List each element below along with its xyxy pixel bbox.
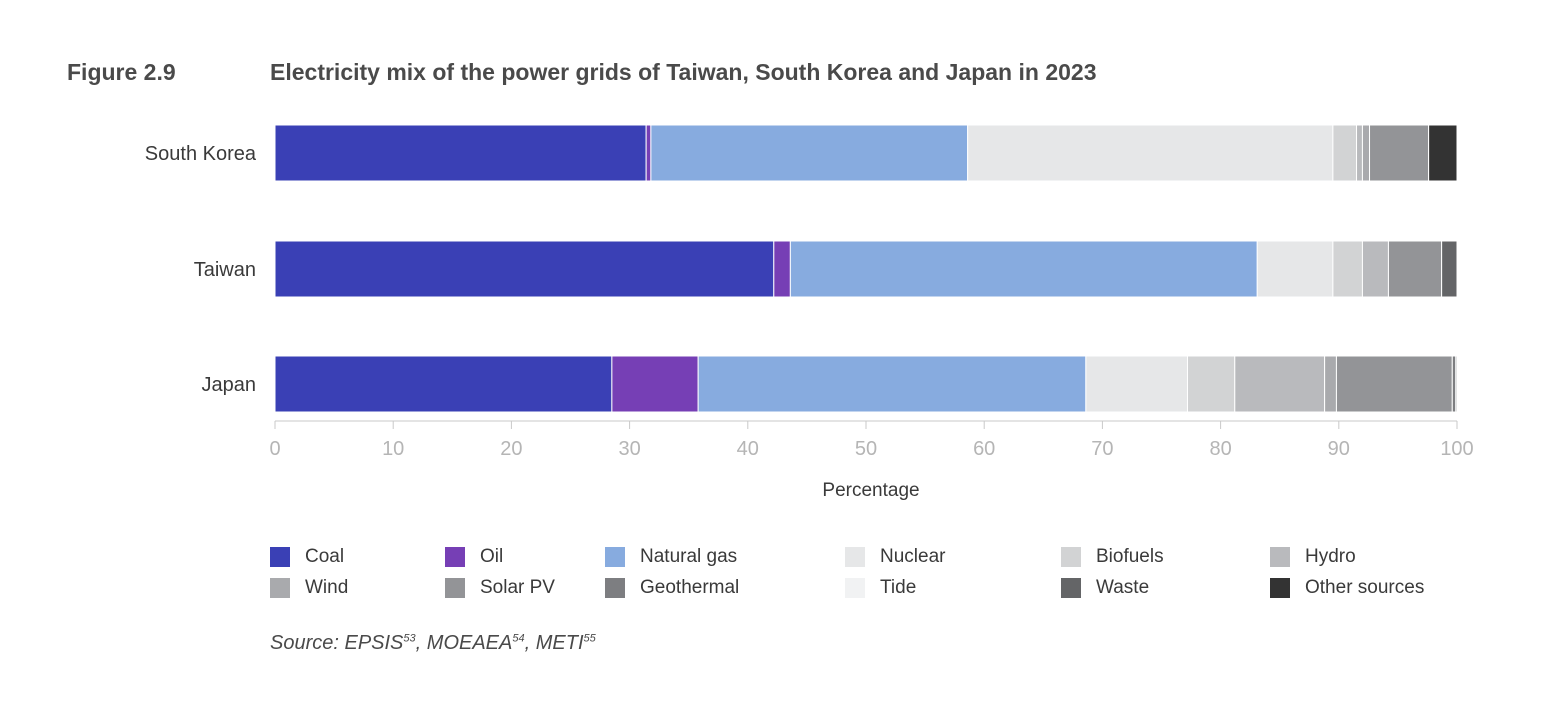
legend-label: Waste: [1096, 577, 1150, 598]
bar-segment: [1361, 240, 1389, 298]
bar-segment: [789, 240, 1258, 298]
figure-label: Figure 2.9: [67, 59, 176, 85]
legend-swatch: [445, 547, 465, 567]
legend-item: Solar PV: [445, 577, 555, 599]
legend-swatch: [845, 578, 865, 598]
x-tick-label: 40: [737, 438, 759, 460]
legend-swatch: [1270, 547, 1290, 567]
category-label: Japan: [202, 374, 257, 396]
bar-segment: [1187, 355, 1236, 413]
legend-swatch: [270, 578, 290, 598]
bar-segment: [1356, 124, 1363, 182]
source-note: Source: EPSIS53, MOEAEA54, METI55: [270, 632, 596, 655]
bar-segment: [645, 124, 652, 182]
bar-segment: [650, 124, 969, 182]
legend-item: Geothermal: [605, 577, 739, 599]
legend-swatch: [845, 547, 865, 567]
source-ref-number: 55: [583, 632, 596, 645]
bar-segment: [967, 124, 1334, 182]
x-tick-label: 50: [855, 438, 877, 460]
legend-swatch: [1270, 578, 1290, 598]
bar-segment: [611, 355, 699, 413]
legend-item: Tide: [845, 577, 916, 599]
x-tick-label: 90: [1328, 438, 1350, 460]
legend-label: Nuclear: [880, 546, 946, 567]
legend-label: Natural gas: [640, 546, 738, 567]
legend-item: Coal: [270, 546, 344, 568]
legend-label: Tide: [880, 577, 917, 598]
legend-label: Wind: [305, 577, 349, 598]
x-tick-label: 10: [382, 438, 404, 460]
bar-segment: [1324, 355, 1337, 413]
legend-label: Other sources: [1305, 577, 1425, 598]
bar-segment: [1369, 124, 1430, 182]
bar-segment: [1256, 240, 1334, 298]
legend-swatch: [270, 547, 290, 567]
bar-segment: [773, 240, 791, 298]
bar-segment: [697, 355, 1087, 413]
legend-label: Geothermal: [640, 577, 740, 598]
source-ref: EPSIS: [344, 632, 404, 654]
bar-segment: [1332, 240, 1363, 298]
stacked-bar-chart: South Korea Taiwan Japan 0 10 20 30 40 50 60 70 80 9…: [145, 124, 1474, 501]
bar-segment: [1234, 355, 1326, 413]
x-tick-label: 60: [973, 438, 995, 460]
x-tick-label: 70: [1091, 438, 1113, 460]
legend-item: Natural gas: [605, 546, 737, 568]
legend-swatch: [1061, 547, 1081, 567]
legend-label: Oil: [480, 546, 504, 567]
x-tick-label: 30: [618, 438, 640, 460]
bar-segment: [274, 124, 647, 182]
source-ref: MOEAEA: [426, 632, 513, 654]
category-label: Taiwan: [194, 259, 256, 281]
bar-segment: [274, 355, 613, 413]
legend-item: Waste: [1061, 577, 1149, 599]
legend-swatch: [1061, 578, 1081, 598]
x-axis-label: Percentage: [822, 480, 919, 501]
legend-item: Wind: [270, 577, 348, 599]
legend-swatch: [605, 547, 625, 567]
source-ref-number: 54: [512, 632, 525, 645]
bar-segment: [274, 240, 775, 298]
bar-segment: [1335, 355, 1453, 413]
legend-label: Biofuels: [1096, 546, 1164, 567]
x-tick-label: 20: [500, 438, 522, 460]
legend-label: Solar PV: [480, 577, 555, 598]
source-separator: ,: [524, 632, 536, 654]
legend-label: Hydro: [1305, 546, 1356, 567]
x-tick-label: 100: [1440, 438, 1473, 460]
chart-title: Electricity mix of the power grids of Ta…: [270, 59, 1097, 85]
bar-segment: [1387, 240, 1443, 298]
legend-item: Nuclear: [845, 546, 945, 568]
legend-swatch: [445, 578, 465, 598]
bar-segment: [1332, 124, 1358, 182]
x-tick-label: 0: [269, 438, 280, 460]
source-ref-number: 53: [403, 632, 416, 645]
x-tick-label: 80: [1209, 438, 1231, 460]
bar-segment: [1361, 124, 1371, 182]
legend-label: Coal: [305, 546, 345, 567]
legend-item: Biofuels: [1061, 546, 1164, 568]
bar-segment: [1441, 240, 1458, 298]
bar-segment: [1451, 355, 1457, 413]
bar-segment: [1428, 124, 1458, 182]
category-label: South Korea: [145, 143, 257, 165]
legend-item: Oil: [445, 546, 503, 568]
legend-item: Other sources: [1270, 577, 1424, 599]
legend-item: Hydro: [1270, 546, 1356, 568]
source-prefix: Source:: [270, 632, 345, 654]
legend-swatch: [605, 578, 625, 598]
bar-segment: [1085, 355, 1189, 413]
source-ref: METI: [535, 632, 584, 654]
source-separator: ,: [415, 632, 427, 654]
bar-segment: [1455, 355, 1458, 413]
